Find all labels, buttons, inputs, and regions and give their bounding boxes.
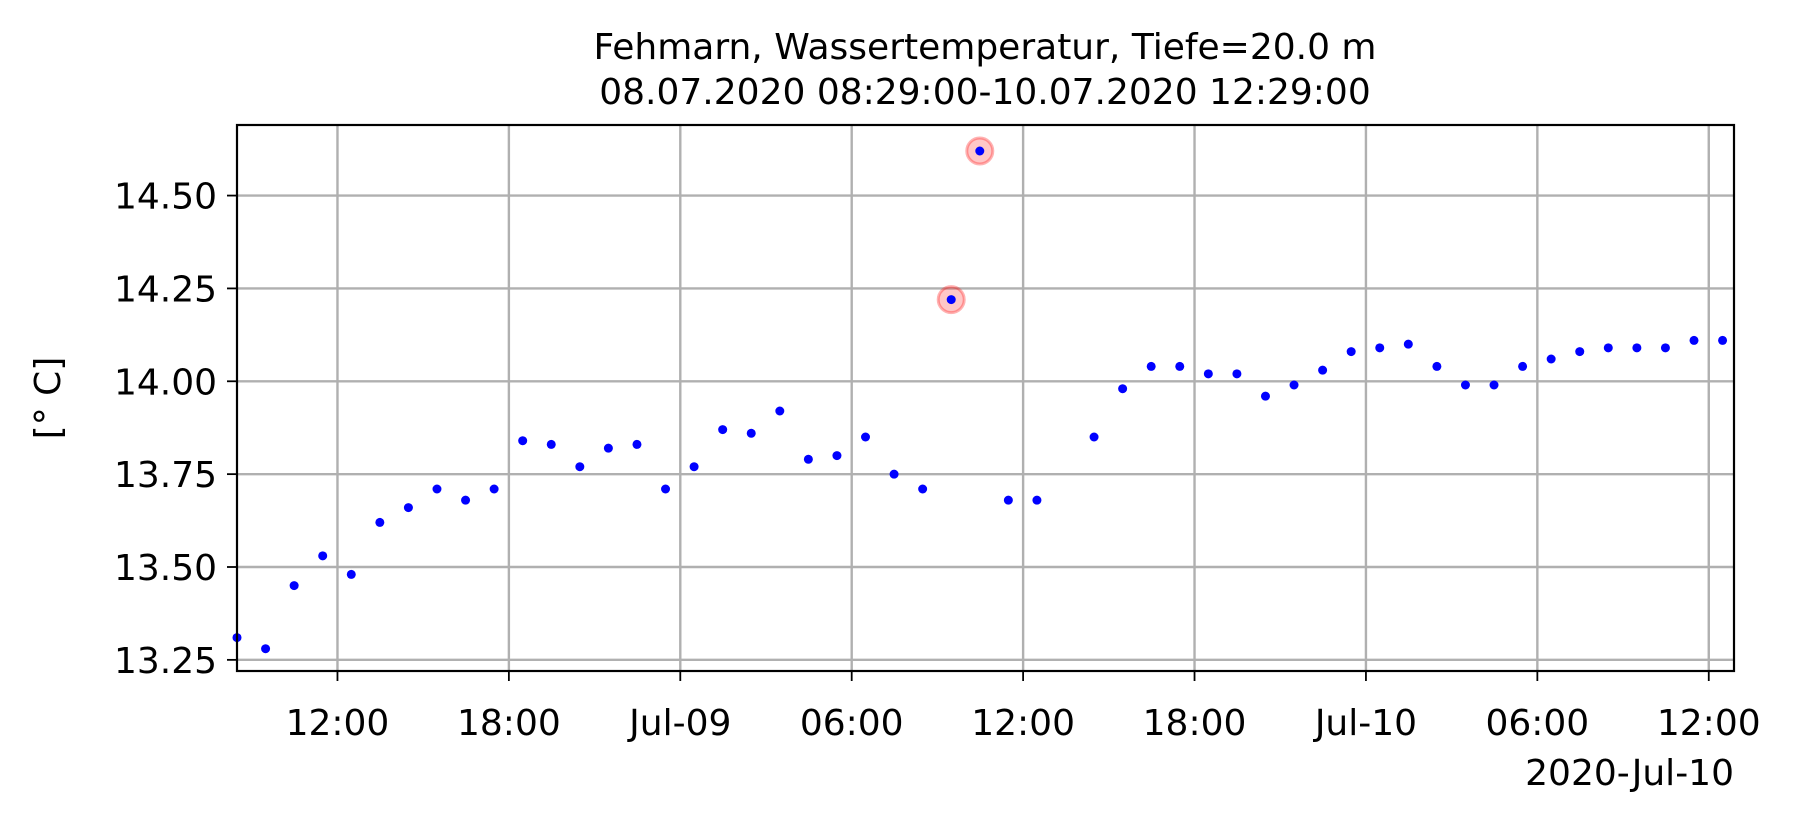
data-point bbox=[546, 439, 556, 449]
data-point bbox=[689, 462, 699, 472]
data-point bbox=[461, 495, 471, 505]
data-point bbox=[746, 428, 756, 438]
data-point bbox=[1260, 391, 1270, 401]
data-point bbox=[1718, 335, 1728, 345]
data-point bbox=[261, 644, 271, 654]
data-point bbox=[603, 443, 613, 453]
data-point bbox=[803, 454, 813, 464]
data-point bbox=[1089, 432, 1099, 442]
data-point bbox=[1460, 380, 1470, 390]
data-point bbox=[403, 503, 413, 513]
x-tick-label: Jul-10 bbox=[1313, 703, 1417, 744]
y-axis: 13.25 13.50 13.75 14.00 14.25 14.50 bbox=[114, 177, 237, 682]
data-point bbox=[489, 484, 499, 494]
data-point bbox=[718, 425, 728, 435]
y-axis-label: [° C] bbox=[28, 357, 69, 440]
data-point bbox=[1632, 343, 1642, 353]
data-point bbox=[946, 295, 956, 305]
data-point bbox=[1375, 343, 1385, 353]
data-point bbox=[1403, 339, 1413, 349]
data-point bbox=[1146, 361, 1156, 371]
data-point bbox=[1232, 369, 1242, 379]
data-point bbox=[1489, 380, 1499, 390]
x-tick-label: Jul-09 bbox=[627, 703, 731, 744]
grid bbox=[237, 125, 1734, 671]
data-point bbox=[518, 436, 528, 446]
data-point bbox=[1003, 495, 1013, 505]
data-point bbox=[1318, 365, 1328, 375]
data-point bbox=[889, 469, 899, 479]
data-point bbox=[861, 432, 871, 442]
data-point bbox=[1118, 384, 1128, 394]
x-axis: 12:00 18:00 Jul-09 06:00 12:00 18:00 Jul-10 06:… bbox=[286, 671, 1761, 744]
data-point bbox=[1346, 347, 1356, 357]
data-point bbox=[1203, 369, 1213, 379]
data-point bbox=[1546, 354, 1556, 364]
data-point bbox=[975, 146, 985, 156]
y-tick-label: 14.00 bbox=[114, 362, 217, 403]
x-tick-label: 18:00 bbox=[1143, 703, 1247, 744]
data-point bbox=[432, 484, 442, 494]
data-point bbox=[346, 569, 356, 579]
x-tick-label: 06:00 bbox=[1485, 703, 1589, 744]
x-tick-label: 12:00 bbox=[971, 703, 1075, 744]
x-tick-label: 18:00 bbox=[457, 703, 561, 744]
y-tick-label: 13.75 bbox=[114, 455, 217, 496]
data-point bbox=[1603, 343, 1613, 353]
y-tick-label: 14.25 bbox=[114, 269, 217, 310]
data-point bbox=[1032, 495, 1042, 505]
x-axis-date-label: 2020-Jul-10 bbox=[1525, 753, 1734, 794]
x-tick-label: 06:00 bbox=[800, 703, 904, 744]
data-point bbox=[918, 484, 928, 494]
data-points bbox=[232, 136, 1728, 654]
plot-frame bbox=[235, 123, 1736, 673]
data-point bbox=[832, 451, 842, 461]
data-point bbox=[375, 517, 385, 527]
chart-title-line1: Fehmarn, Wassertemperatur, Tiefe=20.0 m bbox=[593, 27, 1376, 68]
data-point bbox=[318, 551, 328, 561]
data-point bbox=[661, 484, 671, 494]
data-point bbox=[1289, 380, 1299, 390]
data-point bbox=[1175, 361, 1185, 371]
data-point bbox=[632, 439, 642, 449]
data-point bbox=[775, 406, 785, 416]
data-point bbox=[1575, 347, 1585, 357]
chart-title-line2: 08.07.2020 08:29:00-10.07.2020 12:29:00 bbox=[599, 72, 1371, 113]
data-point bbox=[289, 581, 299, 591]
y-tick-label: 14.50 bbox=[114, 177, 217, 218]
x-tick-label: 12:00 bbox=[1657, 703, 1761, 744]
data-point bbox=[575, 462, 585, 472]
y-tick-label: 13.50 bbox=[114, 548, 217, 589]
data-point bbox=[1660, 343, 1670, 353]
x-tick-label: 12:00 bbox=[286, 703, 390, 744]
data-point bbox=[1689, 335, 1699, 345]
data-point bbox=[1432, 361, 1442, 371]
y-tick-label: 13.25 bbox=[114, 641, 217, 682]
data-point bbox=[1518, 361, 1528, 371]
